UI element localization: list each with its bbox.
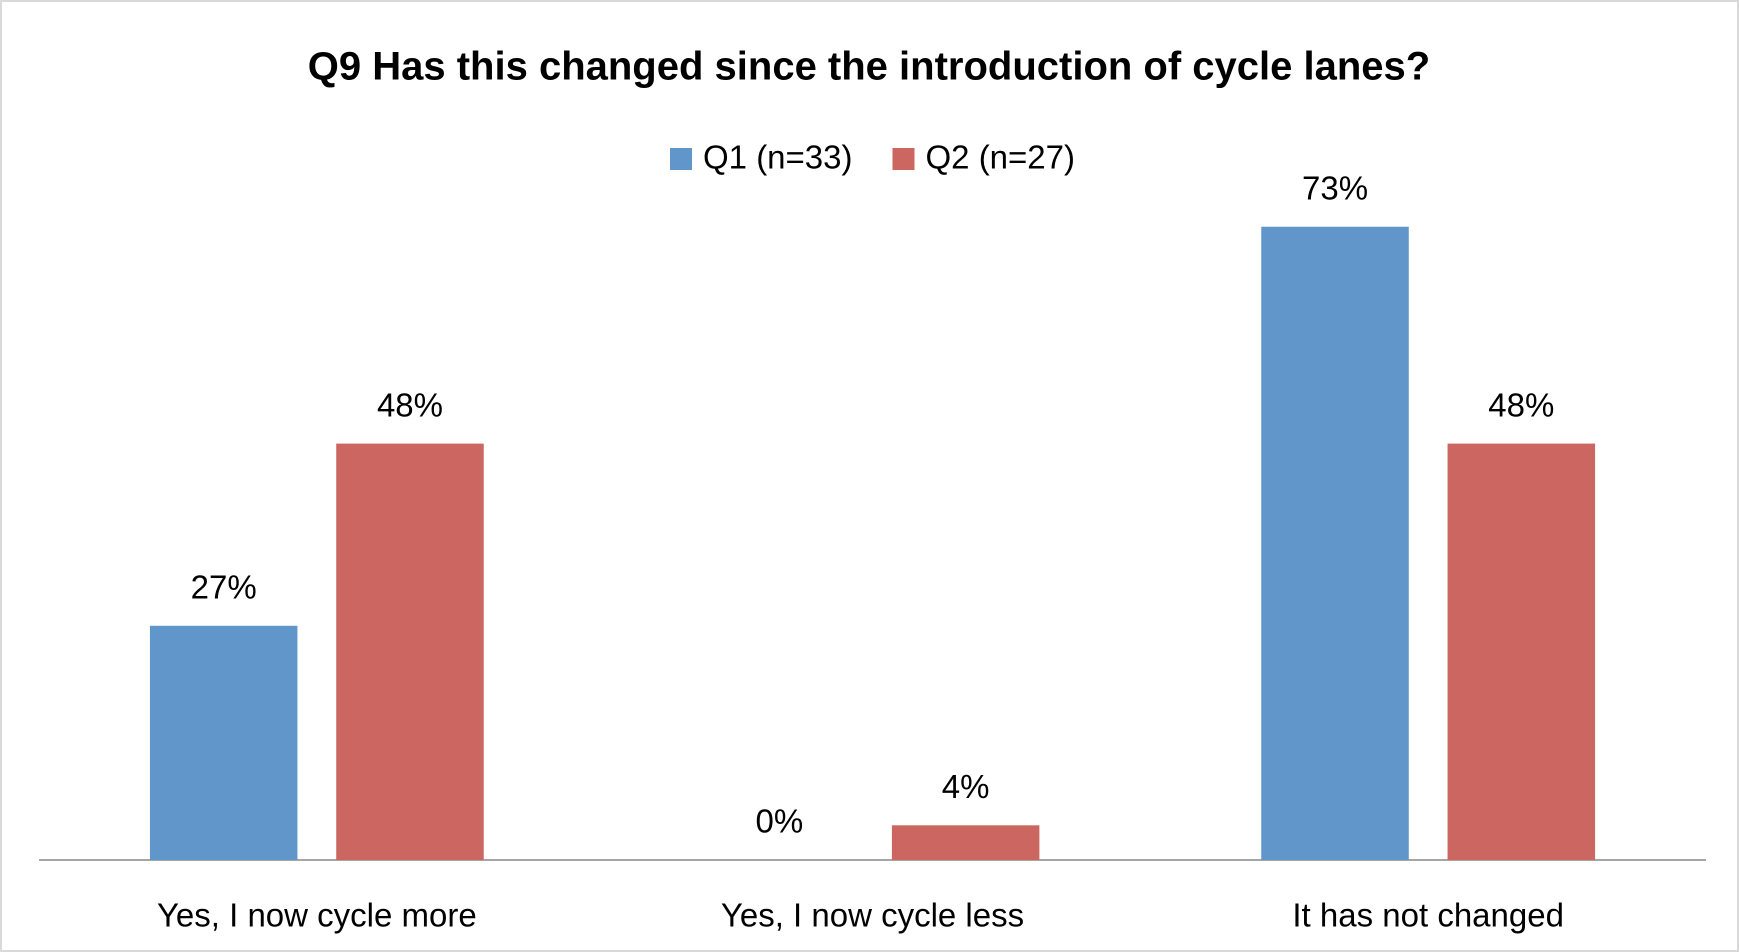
data-label: 4%	[942, 768, 990, 805]
data-label: 48%	[1488, 386, 1554, 423]
x-tick-label: Yes, I now cycle more	[157, 897, 477, 934]
bar	[891, 825, 1040, 860]
data-label: 73%	[1302, 169, 1368, 206]
bar	[336, 443, 484, 860]
data-label: 48%	[377, 386, 443, 423]
legend-label: Q2 (n=27)	[926, 139, 1076, 176]
legend-swatch	[670, 148, 692, 170]
legend-label: Q1 (n=33)	[703, 139, 853, 176]
x-tick-label: Yes, I now cycle less	[721, 897, 1024, 934]
bar	[1261, 226, 1409, 861]
bar	[1447, 443, 1596, 860]
legend-swatch	[892, 148, 915, 170]
data-label: 27%	[191, 568, 257, 605]
x-tick-label: It has not changed	[1292, 897, 1564, 934]
data-label: 0%	[755, 803, 803, 840]
bar	[149, 625, 298, 860]
chart-title: Q9 Has this changed since the introducti…	[308, 45, 1430, 89]
